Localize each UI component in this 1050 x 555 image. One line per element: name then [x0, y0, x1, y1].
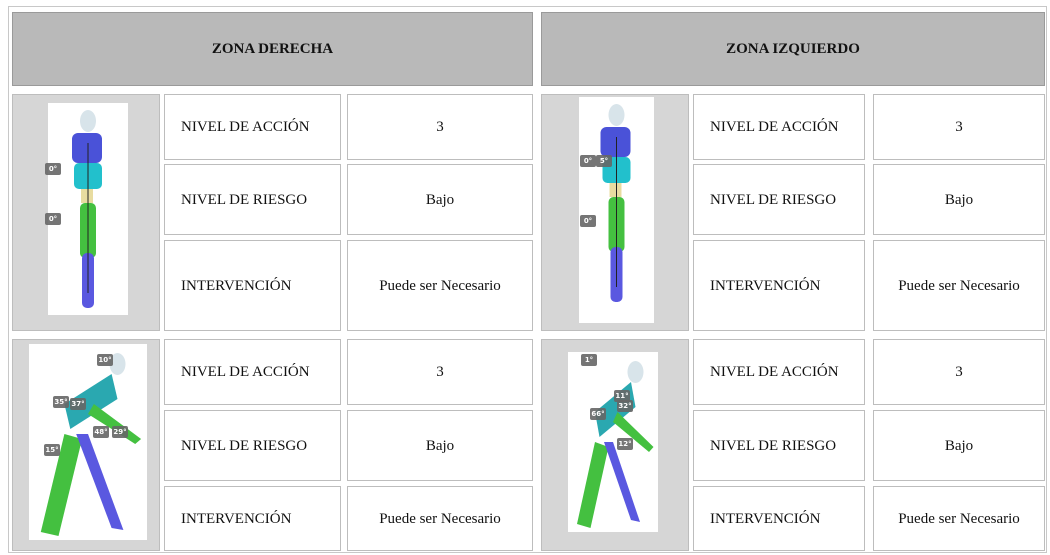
label-text: NIVEL DE RIESGO — [710, 191, 837, 208]
posture-figure: 10° 35° 37° 48° 29° 15° — [29, 344, 147, 540]
angle-label: 11° — [615, 392, 628, 400]
row-value: Bajo — [873, 164, 1045, 235]
figure-cell: 0° 0° — [12, 94, 160, 331]
angle-label: 0° — [49, 165, 57, 173]
label-text: NIVEL DE RIESGO — [181, 437, 308, 454]
label-text: NIVEL DE RIESGO — [181, 191, 308, 208]
row-value: Puede ser Necesario — [873, 486, 1045, 551]
figure-cell: 10° 35° 37° 48° 29° 15° — [12, 339, 160, 551]
row-label: NIVEL DE ACCIÓN — [693, 339, 865, 405]
posture-figure: 0° 5° 0° — [579, 97, 654, 323]
label-text: NIVEL DE ACCIÓN — [181, 119, 310, 135]
row-value: 3 — [873, 339, 1045, 405]
angle-label: 5° — [600, 157, 608, 165]
label-text: NIVEL DE ACCIÓN — [710, 364, 839, 380]
angle-label: 32° — [618, 402, 631, 410]
angle-label: 0° — [584, 217, 592, 225]
row-value: 3 — [873, 94, 1045, 160]
row-label: INTERVENCIÓN — [693, 240, 865, 331]
row-label: INTERVENCIÓN — [693, 486, 865, 551]
row-value: Puede ser Necesario — [347, 486, 533, 551]
angle-label: 0° — [49, 215, 57, 223]
header-right: ZONA IZQUIERDO — [541, 12, 1045, 86]
label-text: INTERVENCIÓN — [181, 510, 292, 527]
posture-figure: 0° 0° — [45, 103, 128, 315]
figure-cell: 1° 11° 32° 66° 12° — [541, 339, 689, 551]
row-value: Bajo — [873, 410, 1045, 481]
posture-figure: 1° 11° 32° 66° 12° — [568, 352, 658, 532]
angle-label: 0° — [584, 157, 592, 165]
angle-label: 1° — [585, 356, 593, 364]
angle-label: 12° — [618, 440, 631, 448]
row-label: NIVEL DE ACCIÓN — [693, 94, 865, 160]
angle-label: 15° — [45, 446, 58, 454]
row-label: INTERVENCIÓN — [164, 486, 341, 551]
figure-cell: 0° 5° 0° — [541, 94, 689, 331]
table-frame — [8, 6, 1047, 553]
label-text: NIVEL DE ACCIÓN — [181, 364, 310, 380]
angle-label: 35° — [54, 398, 67, 406]
label-text: INTERVENCIÓN — [710, 510, 821, 527]
row-label: NIVEL DE ACCIÓN — [164, 339, 341, 405]
angle-label: 10° — [98, 356, 111, 364]
row-value: Puede ser Necesario — [873, 240, 1045, 331]
row-value: Bajo — [347, 164, 533, 235]
label-text: NIVEL DE RIESGO — [710, 437, 837, 454]
row-label: INTERVENCIÓN — [164, 240, 341, 331]
row-value: 3 — [347, 339, 533, 405]
row-value: Puede ser Necesario — [347, 240, 533, 331]
angle-label: 66° — [591, 410, 604, 418]
header-left: ZONA DERECHA — [12, 12, 533, 86]
row-label: NIVEL DE ACCIÓN — [164, 94, 341, 160]
angle-label: 37° — [71, 400, 84, 408]
row-label: NIVEL DE RIESGO — [693, 410, 865, 481]
row-label: NIVEL DE RIESGO — [693, 164, 865, 235]
angle-label: 29° — [113, 428, 126, 436]
angle-label: 48° — [94, 428, 107, 436]
row-value: 3 — [347, 94, 533, 160]
row-label: NIVEL DE RIESGO — [164, 164, 341, 235]
row-label: NIVEL DE RIESGO — [164, 410, 341, 481]
label-text: INTERVENCIÓN — [181, 277, 292, 294]
label-text: NIVEL DE ACCIÓN — [710, 119, 839, 135]
row-value: Bajo — [347, 410, 533, 481]
label-text: INTERVENCIÓN — [710, 277, 821, 294]
